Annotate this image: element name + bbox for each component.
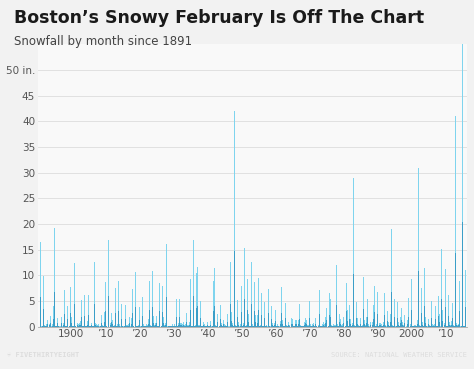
Text: Snowfall by month since 1891: Snowfall by month since 1891	[14, 35, 192, 48]
Text: Boston’s Snowy February Is Off The Chart: Boston’s Snowy February Is Off The Chart	[14, 9, 424, 27]
Text: SOURCE: NATIONAL WEATHER SERVICE: SOURCE: NATIONAL WEATHER SERVICE	[331, 352, 467, 358]
Text: ☔ FIVETHIRTYEIGHT: ☔ FIVETHIRTYEIGHT	[7, 352, 79, 358]
